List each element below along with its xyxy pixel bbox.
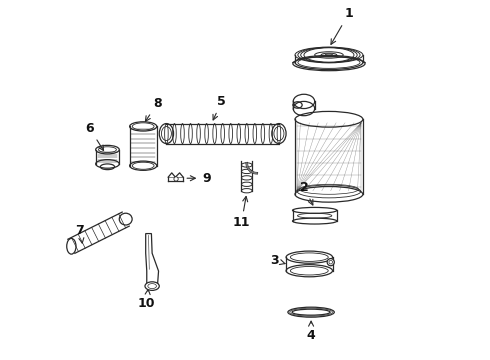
Text: 7: 7 xyxy=(75,224,84,243)
Circle shape xyxy=(327,258,334,266)
Text: 3: 3 xyxy=(270,254,285,267)
Text: 2: 2 xyxy=(299,181,313,205)
Text: 8: 8 xyxy=(146,97,162,121)
Text: 11: 11 xyxy=(233,197,250,229)
Text: 10: 10 xyxy=(138,289,155,310)
Text: 9: 9 xyxy=(187,172,211,185)
Circle shape xyxy=(174,177,178,181)
Text: 1: 1 xyxy=(331,8,353,44)
Ellipse shape xyxy=(325,54,333,56)
Ellipse shape xyxy=(67,238,76,254)
Polygon shape xyxy=(146,234,159,288)
Ellipse shape xyxy=(119,213,132,225)
Ellipse shape xyxy=(145,282,159,291)
Text: 4: 4 xyxy=(307,321,316,342)
Text: 6: 6 xyxy=(85,122,103,150)
Text: 5: 5 xyxy=(213,95,226,120)
